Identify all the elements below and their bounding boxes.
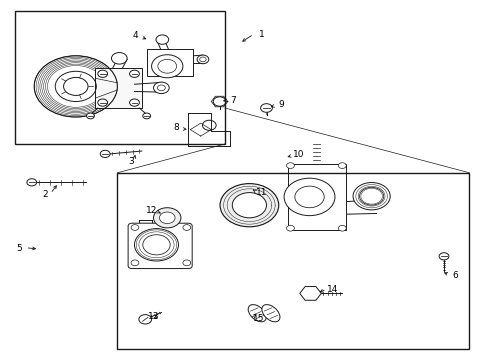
- Circle shape: [129, 99, 139, 106]
- Ellipse shape: [262, 305, 279, 322]
- Circle shape: [183, 260, 190, 266]
- Circle shape: [220, 184, 278, 227]
- Text: 11: 11: [255, 188, 267, 197]
- Text: 12: 12: [145, 206, 157, 215]
- Circle shape: [352, 183, 389, 210]
- Circle shape: [153, 82, 169, 94]
- Bar: [146, 49, 193, 76]
- Circle shape: [286, 163, 294, 168]
- Circle shape: [131, 260, 139, 266]
- Circle shape: [27, 179, 37, 186]
- Ellipse shape: [248, 305, 265, 322]
- Circle shape: [100, 150, 110, 158]
- Circle shape: [284, 178, 334, 216]
- Circle shape: [134, 229, 178, 261]
- Text: 15: 15: [253, 314, 264, 323]
- Text: 1: 1: [258, 30, 264, 39]
- Circle shape: [159, 212, 175, 224]
- Text: 13: 13: [148, 312, 160, 321]
- Text: 3: 3: [128, 157, 134, 166]
- Polygon shape: [299, 287, 321, 300]
- FancyBboxPatch shape: [128, 223, 192, 269]
- Circle shape: [286, 225, 294, 231]
- Circle shape: [86, 113, 94, 119]
- Text: 10: 10: [292, 150, 304, 159]
- Circle shape: [98, 99, 107, 106]
- Circle shape: [213, 97, 225, 106]
- Text: 2: 2: [42, 190, 48, 199]
- Circle shape: [139, 315, 151, 324]
- Circle shape: [183, 225, 190, 230]
- Circle shape: [153, 208, 181, 228]
- Circle shape: [63, 77, 88, 95]
- Circle shape: [131, 225, 139, 230]
- Circle shape: [156, 35, 168, 44]
- Text: 7: 7: [230, 95, 236, 104]
- Bar: [287, 164, 346, 230]
- Bar: [95, 68, 142, 108]
- Circle shape: [111, 53, 127, 64]
- Circle shape: [142, 113, 150, 119]
- Text: 6: 6: [451, 271, 457, 280]
- Text: 14: 14: [326, 285, 338, 294]
- Text: 8: 8: [173, 123, 179, 132]
- Text: 4: 4: [132, 31, 138, 40]
- Circle shape: [338, 225, 346, 231]
- Circle shape: [438, 253, 448, 260]
- Circle shape: [151, 55, 183, 78]
- Circle shape: [98, 70, 107, 77]
- Text: 5: 5: [17, 244, 22, 253]
- Circle shape: [197, 55, 208, 64]
- Text: 9: 9: [278, 100, 284, 109]
- Circle shape: [338, 163, 346, 168]
- Circle shape: [232, 193, 266, 218]
- Circle shape: [129, 70, 139, 77]
- Circle shape: [260, 104, 272, 112]
